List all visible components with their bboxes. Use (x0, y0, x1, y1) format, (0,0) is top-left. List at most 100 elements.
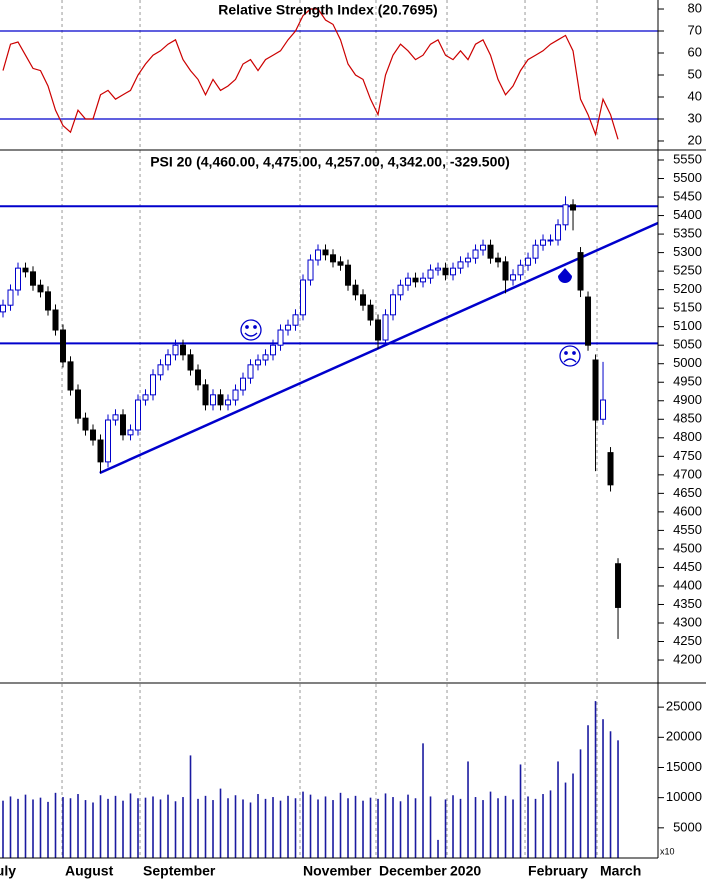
y-tick-label: 20 (688, 132, 702, 147)
volume-bar (527, 796, 529, 858)
volume-bar (444, 799, 447, 858)
candle-body (225, 399, 232, 406)
x-tick-label: July (0, 863, 16, 879)
volume-bar (572, 773, 574, 858)
candle-body (532, 244, 539, 259)
y-tick-label: 4750 (673, 448, 702, 463)
candle-body (255, 359, 262, 366)
y-tick-label: 5050 (673, 337, 702, 352)
volume-bar (587, 725, 589, 858)
volume-bar (384, 793, 387, 858)
volume-bar (474, 797, 477, 858)
volume-bar (257, 794, 259, 858)
candle-body (547, 239, 554, 242)
candle-body (277, 329, 284, 346)
volume-bar (174, 801, 177, 858)
y-tick-label: 25000 (666, 699, 702, 714)
candle-body (472, 249, 479, 259)
smiley (240, 319, 262, 341)
candle-body (7, 289, 14, 306)
volume-bar (332, 800, 334, 858)
volume-bar (204, 795, 207, 858)
volume-bar (317, 799, 319, 858)
volume-bar (69, 798, 72, 858)
volume-bar (122, 800, 124, 858)
volume-bar (2, 800, 4, 858)
candle-body (187, 354, 194, 371)
volume-bar (377, 798, 379, 858)
candle-body (577, 252, 584, 291)
candle-body (180, 344, 187, 356)
candle-body (157, 364, 164, 376)
candle-body (300, 279, 307, 316)
candle-body (382, 314, 389, 341)
candle-body (360, 294, 367, 306)
candle-body (457, 261, 464, 269)
volume-bar (189, 755, 192, 858)
candle-body (345, 264, 352, 286)
candle-body (240, 377, 247, 391)
volume-bar (564, 782, 567, 858)
candle-body (367, 304, 374, 321)
volume-bar (594, 701, 597, 858)
candle-body (52, 309, 59, 331)
y-tick-label: 5150 (673, 300, 702, 315)
candle-body (412, 277, 419, 283)
volume-bar (77, 794, 79, 858)
candle-body (97, 439, 104, 463)
volume-bar (249, 802, 252, 858)
volume-bar (482, 800, 484, 858)
y-tick-label: 60 (688, 44, 702, 59)
y-tick-label: 5100 (673, 318, 702, 333)
volume-bar (17, 798, 19, 858)
volume-bar (489, 791, 492, 858)
y-tick-label: 5500 (673, 170, 702, 185)
y-tick-label: 4900 (673, 392, 702, 407)
candle-body (135, 399, 142, 431)
volume-bar (467, 761, 469, 858)
candle-body (247, 364, 254, 379)
candle-body (195, 369, 202, 386)
volume-bar (212, 800, 214, 858)
y-tick-label: 4700 (673, 466, 702, 481)
candle-body (15, 267, 22, 291)
y-tick-label: 4800 (673, 429, 702, 444)
y-tick-label: 4250 (673, 633, 702, 648)
candle-body (330, 254, 337, 263)
y-tick-label: 10000 (666, 789, 702, 804)
candle-body (292, 314, 299, 326)
candle-body (420, 277, 427, 283)
y-tick-label: 4650 (673, 485, 702, 500)
volume-bar (47, 801, 49, 858)
volume-bar (62, 797, 64, 858)
rsi-line (2, 8, 619, 140)
candle-body (555, 224, 562, 241)
volume-bar (392, 797, 394, 858)
volume-bar (9, 796, 12, 858)
candle-body (570, 204, 577, 211)
volume-bar (39, 797, 42, 858)
candle-body (150, 374, 157, 396)
volume-bar (32, 799, 34, 858)
volume-bar (294, 798, 297, 858)
volume-bar (309, 794, 312, 858)
volume-bar (459, 798, 462, 858)
y-tick-label: 15000 (666, 759, 702, 774)
candle-body (322, 249, 329, 256)
candle-body (427, 269, 434, 279)
candle-body (232, 389, 239, 401)
signal-marker (558, 268, 572, 283)
candle-body (285, 324, 292, 331)
volume-bar (159, 799, 162, 858)
candle-body (90, 429, 97, 441)
candle-body (540, 239, 547, 246)
y-tick-label: 20000 (666, 729, 702, 744)
y-tick-label: 5000 (673, 819, 702, 834)
frown (559, 345, 581, 367)
volume-bar (414, 798, 417, 858)
candle-body (405, 277, 412, 286)
y-tick-label: 80 (688, 0, 702, 15)
volume-bar (549, 790, 552, 858)
